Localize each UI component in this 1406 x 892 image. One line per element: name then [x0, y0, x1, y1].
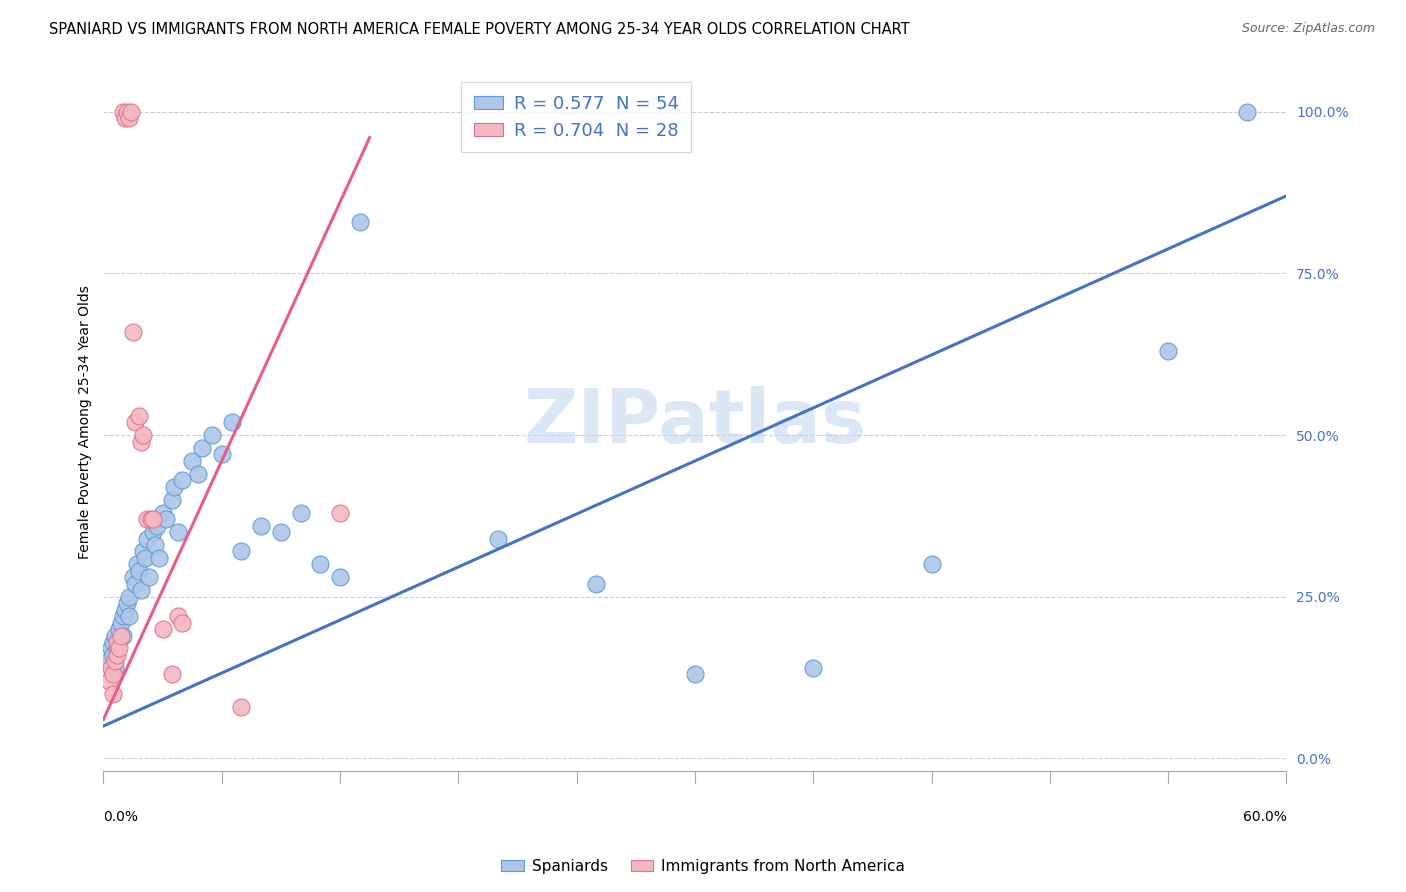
Point [128, 564, 150, 578]
Legend: R = 0.577  N = 54, R = 0.704  N = 28: R = 0.577 N = 54, R = 0.704 N = 28 [461, 82, 692, 153]
Point [122, 570, 145, 584]
Point [118, 590, 141, 604]
Point [115, 104, 138, 119]
Point [191, 441, 214, 455]
Point [114, 602, 136, 616]
Point [187, 467, 209, 481]
Point [211, 448, 233, 462]
Point [155, 512, 177, 526]
Legend: Spaniards, Immigrants from North America: Spaniards, Immigrants from North America [495, 853, 911, 880]
Point [148, 550, 170, 565]
Point [104, 654, 127, 668]
Point [270, 524, 292, 539]
Point [100, 661, 122, 675]
Point [125, 558, 148, 572]
Point [128, 409, 150, 423]
Point [134, 550, 156, 565]
Point [105, 648, 128, 662]
Point [114, 112, 136, 126]
Point [112, 104, 135, 119]
Point [115, 596, 138, 610]
Point [103, 635, 125, 649]
Point [1236, 104, 1258, 119]
Point [172, 615, 194, 630]
Point [132, 428, 155, 442]
Point [103, 687, 125, 701]
Point [172, 474, 194, 488]
Point [167, 524, 190, 539]
Point [103, 667, 125, 681]
Point [135, 532, 157, 546]
Point [1157, 344, 1180, 359]
Point [486, 532, 509, 546]
Point [110, 615, 132, 630]
Text: ZIPatlas: ZIPatlas [523, 385, 866, 458]
Point [152, 506, 174, 520]
Point [142, 524, 165, 539]
Point [349, 215, 371, 229]
Point [142, 512, 165, 526]
Text: 60.0%: 60.0% [1243, 810, 1286, 824]
Text: SPANIARD VS IMMIGRANTS FROM NORTH AMERICA FEMALE POVERTY AMONG 25-34 YEAR OLDS C: SPANIARD VS IMMIGRANTS FROM NORTH AMERIC… [49, 22, 910, 37]
Point [309, 558, 332, 572]
Point [163, 480, 186, 494]
Point [108, 641, 131, 656]
Point [120, 104, 142, 119]
Point [145, 518, 167, 533]
Point [124, 415, 146, 429]
Point [231, 544, 253, 558]
Point [98, 673, 121, 688]
Point [329, 506, 352, 520]
Point [104, 661, 127, 675]
Point [98, 654, 121, 668]
Point [100, 641, 122, 656]
Point [201, 428, 224, 442]
Point [921, 558, 943, 572]
Point [801, 661, 824, 675]
Point [162, 492, 184, 507]
Text: 0.0%: 0.0% [104, 810, 138, 824]
Point [250, 518, 273, 533]
Point [290, 506, 312, 520]
Point [118, 609, 141, 624]
Text: Source: ZipAtlas.com: Source: ZipAtlas.com [1241, 22, 1375, 36]
Point [110, 628, 132, 642]
Point [162, 667, 184, 681]
Point [112, 609, 135, 624]
Point [122, 325, 145, 339]
Y-axis label: Female Poverty Among 25-34 Year Olds: Female Poverty Among 25-34 Year Olds [79, 285, 93, 559]
Point [112, 628, 135, 642]
Point [132, 544, 155, 558]
Point [135, 512, 157, 526]
Point [585, 576, 607, 591]
Point [108, 622, 131, 636]
Point [329, 570, 352, 584]
Point [118, 112, 141, 126]
Point [124, 576, 146, 591]
Point [138, 570, 160, 584]
Point [104, 628, 127, 642]
Point [167, 609, 190, 624]
Point [221, 415, 243, 429]
Point [105, 641, 128, 656]
Point [139, 512, 162, 526]
Point [152, 622, 174, 636]
Point [143, 538, 166, 552]
Point [105, 635, 128, 649]
Point [129, 583, 152, 598]
Point [103, 648, 125, 662]
Point [231, 699, 253, 714]
Point [683, 667, 706, 681]
Point [181, 454, 204, 468]
Point [129, 434, 152, 449]
